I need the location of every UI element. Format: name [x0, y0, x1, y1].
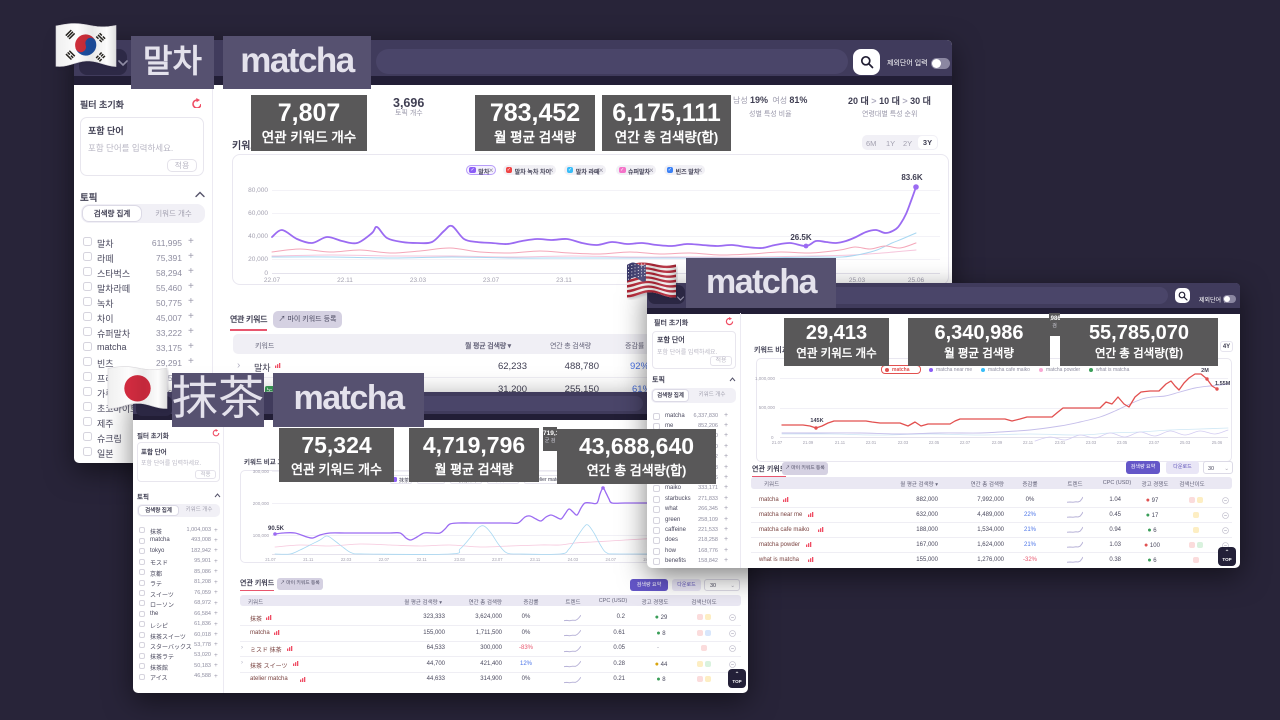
- svg-text:2M: 2M: [1201, 368, 1209, 374]
- svg-text:83.6K: 83.6K: [901, 173, 923, 182]
- svg-text:90.5K: 90.5K: [268, 526, 285, 532]
- svg-text:26.5K: 26.5K: [790, 233, 812, 242]
- svg-text:1.55M: 1.55M: [1215, 381, 1231, 387]
- svg-text:145K: 145K: [810, 418, 823, 424]
